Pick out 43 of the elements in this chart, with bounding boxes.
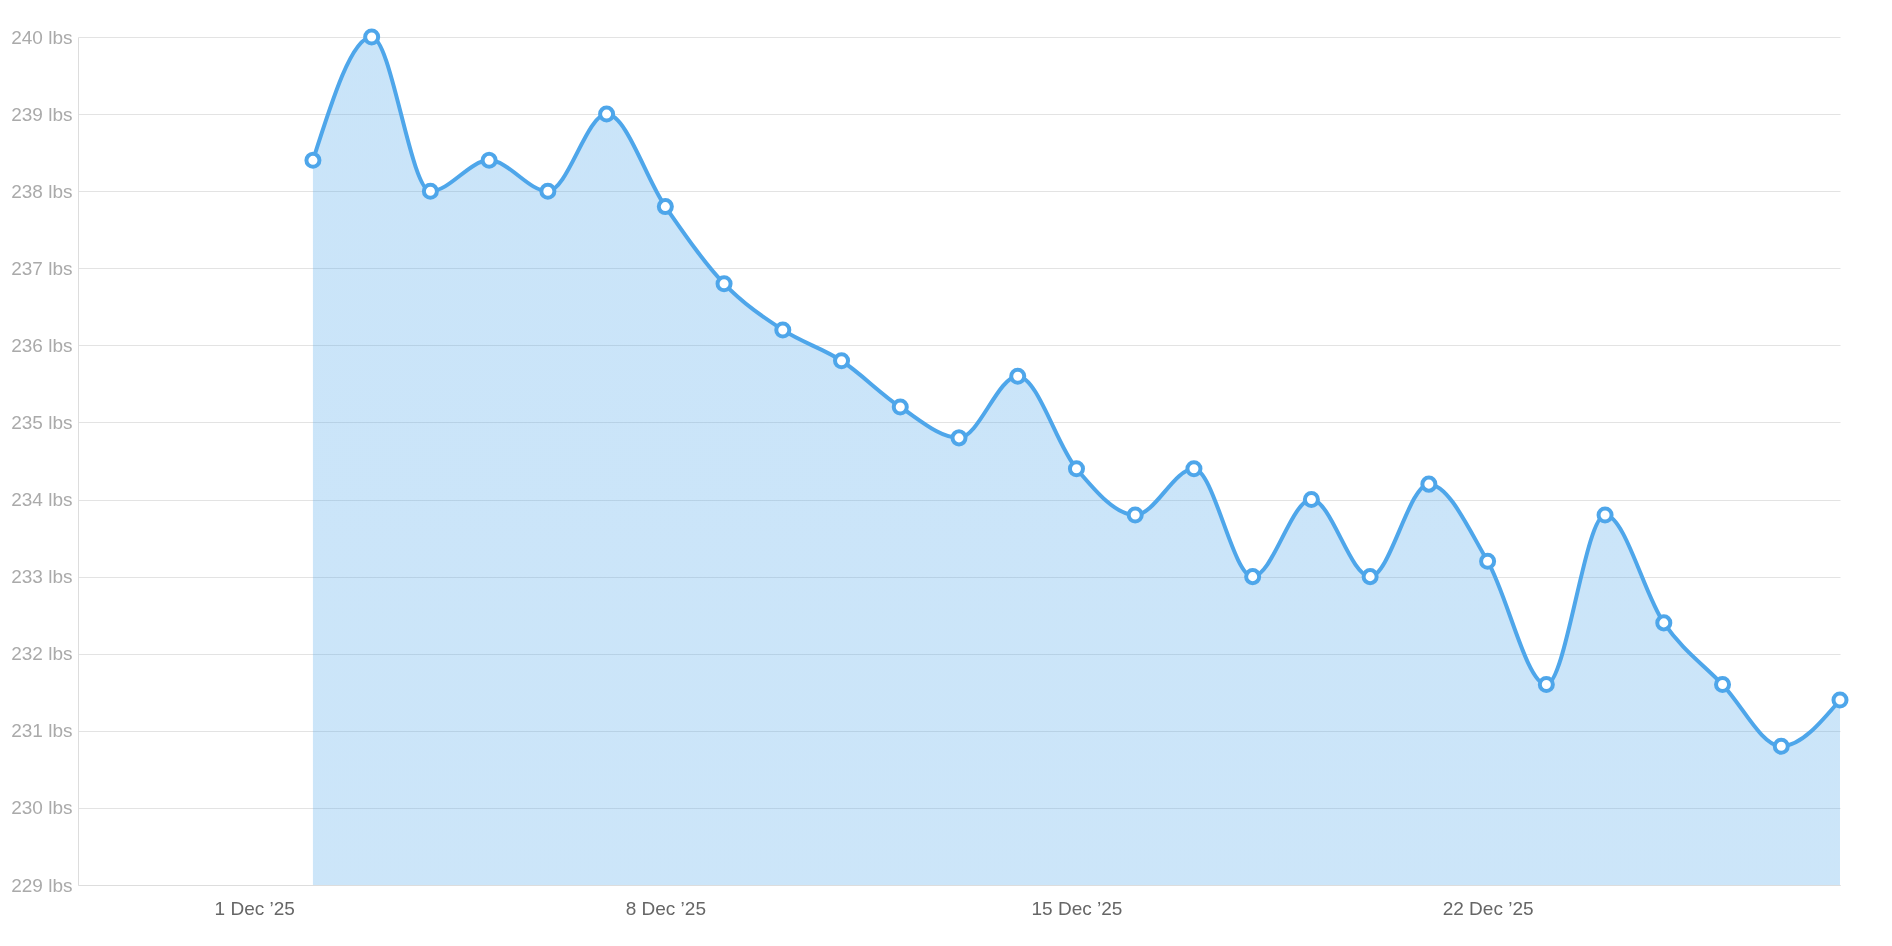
- y-tick-label: 237 lbs: [11, 257, 73, 279]
- y-tick-label: 240 lbs: [11, 26, 73, 48]
- y-tick-label: 229 lbs: [11, 874, 73, 896]
- point: [774, 321, 792, 339]
- point: [1479, 552, 1497, 570]
- y-tick-label: 235 lbs: [11, 411, 73, 433]
- x-tick-label: 1 Dec ’25: [214, 897, 295, 919]
- point: [1596, 506, 1614, 524]
- point: [421, 182, 439, 200]
- point: [480, 151, 498, 169]
- point: [1537, 676, 1555, 694]
- point: [363, 28, 381, 46]
- y-tick-label: 231 lbs: [11, 720, 73, 742]
- x-tick-label: 8 Dec ’25: [625, 897, 706, 919]
- point: [715, 275, 733, 293]
- y-tick-label: 239 lbs: [11, 103, 73, 125]
- point: [1185, 460, 1203, 478]
- point: [1009, 367, 1027, 385]
- point: [1831, 691, 1849, 709]
- y-tick-label: 233 lbs: [11, 566, 73, 588]
- point: [891, 398, 909, 416]
- point: [833, 352, 851, 370]
- y-tick-label: 236 lbs: [11, 334, 73, 356]
- x-tick-label: 15 Dec ’25: [1031, 897, 1123, 919]
- x-tick-label: 22 Dec ’25: [1442, 897, 1534, 919]
- point: [1244, 568, 1262, 586]
- y-tick-label: 234 lbs: [11, 489, 73, 511]
- y-tick-label: 232 lbs: [11, 643, 73, 665]
- point: [1361, 568, 1379, 586]
- point: [1714, 676, 1732, 694]
- point: [1067, 460, 1085, 478]
- point: [1655, 614, 1673, 632]
- point: [1302, 491, 1320, 509]
- point: [1420, 475, 1438, 493]
- point: [950, 429, 968, 447]
- y-tick-label: 238 lbs: [11, 180, 73, 202]
- point: [1772, 737, 1790, 755]
- point: [539, 182, 557, 200]
- point: [598, 105, 616, 123]
- point: [1126, 506, 1144, 524]
- point: [656, 198, 674, 216]
- y-tick-label: 230 lbs: [11, 797, 73, 819]
- point: [304, 151, 322, 169]
